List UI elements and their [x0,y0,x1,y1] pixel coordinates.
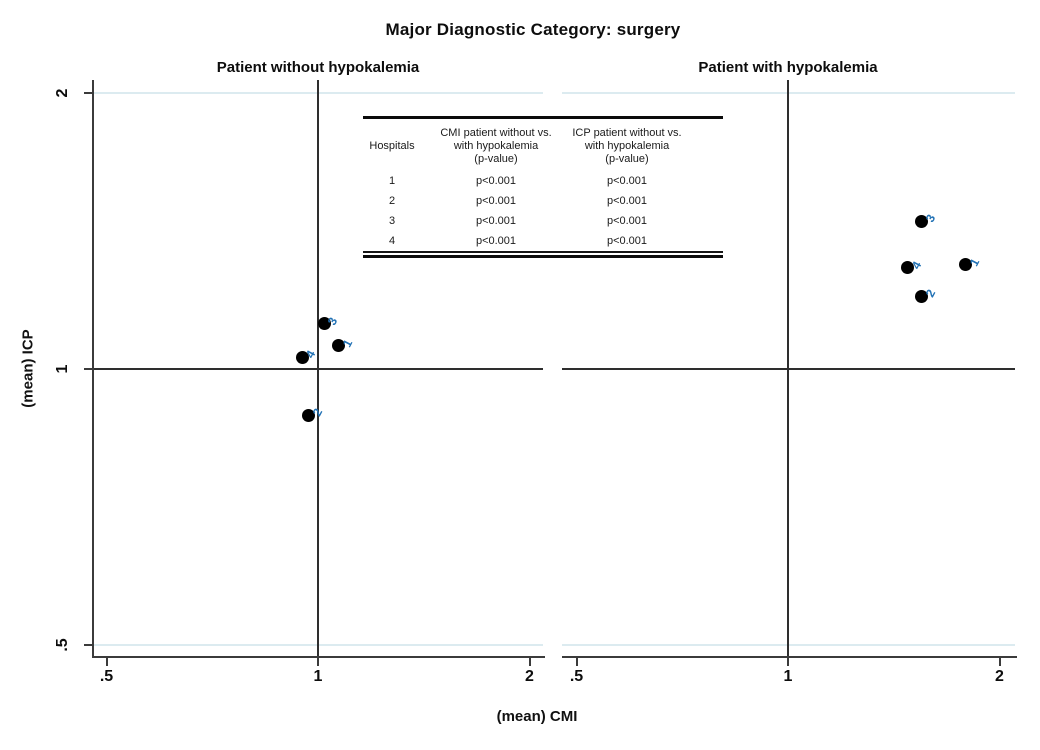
x-axis-line [93,656,545,658]
chart-title: Major Diagnostic Category: surgery [385,20,681,39]
x-tick-label: .5 [99,668,114,685]
pvalue-cell: p<0.001 [475,235,517,247]
pvalue-cell: p<0.001 [606,195,648,207]
pvalue-table-row: 4 p<0.001 p<0.001 [363,231,723,251]
data-point-hospital-1 [959,258,973,272]
y-tick-label: .5 [54,638,71,652]
hospital-number-cell: 1 [388,175,396,187]
x-tick [317,658,319,666]
data-point-hospital-1 [332,339,346,353]
x-axis-label: (mean) CMI [496,708,578,725]
panel-title-without-hypokalemia: Patient without hypokalemia [216,59,420,76]
pvalue-table-header-row: Hospitals CMI patient without vs. with h… [363,119,723,171]
x-tick [787,658,789,666]
hospital-number-cell: 2 [388,195,396,207]
hospital-number-cell: 4 [388,235,396,247]
pvalue-cell: p<0.001 [606,215,648,227]
x-tick-label: 1 [783,668,793,685]
pvalue-table: Hospitals CMI patient without vs. with h… [363,116,723,258]
x-reference-line [787,80,789,656]
x-tick [105,658,108,666]
pvalue-cell: p<0.001 [475,175,517,187]
x-tick [575,658,578,666]
x-reference-line [317,80,319,656]
data-point-hospital-3 [317,317,331,331]
x-tick-label: 1 [313,668,323,685]
panel-title-with-hypokalemia: Patient with hypokalemia [698,59,878,76]
pvalue-table-row: 2 p<0.001 p<0.001 [363,191,723,211]
y-tick [84,368,92,370]
data-point-hospital-4 [295,350,309,364]
hospital-number-cell: 3 [388,215,396,227]
y-tick-label: 2 [54,88,71,98]
pvalue-cell: p<0.001 [606,175,648,187]
pvalue-table-row: 1 p<0.001 p<0.001 [363,171,723,191]
pvalue-cell: p<0.001 [475,215,517,227]
pvalue-table-header-hospitals: Hospitals [369,140,415,152]
pvalue-cell: p<0.001 [475,195,517,207]
data-point-hospital-3 [915,214,929,228]
pvalue-table-body: 1 p<0.001 p<0.001 2 p<0.001 p<0.001 3 p<0.001 p<… [363,171,723,253]
x-tick-label: 2 [525,668,534,685]
x-tick [998,658,1001,666]
y-axis-line [92,80,94,658]
data-point-hospital-2 [915,289,929,303]
pvalue-table-header-icp: ICP patient without vs. with hypokalemia… [572,127,682,165]
x-tick-label: 2 [995,668,1004,685]
x-tick-label: .5 [569,668,584,685]
pvalue-table-row: 3 p<0.001 p<0.001 [363,211,723,231]
y-tick [84,92,92,94]
x-axis-line [562,656,1017,658]
y-tick-label: 1 [54,364,71,374]
data-point-hospital-4 [901,261,915,275]
data-point-hospital-2 [302,408,316,422]
pvalue-table-header-cmi: CMI patient without vs. with hypokalemia… [440,127,552,165]
pvalue-cell: p<0.001 [606,235,648,247]
x-tick [528,658,531,666]
y-tick [84,644,92,646]
